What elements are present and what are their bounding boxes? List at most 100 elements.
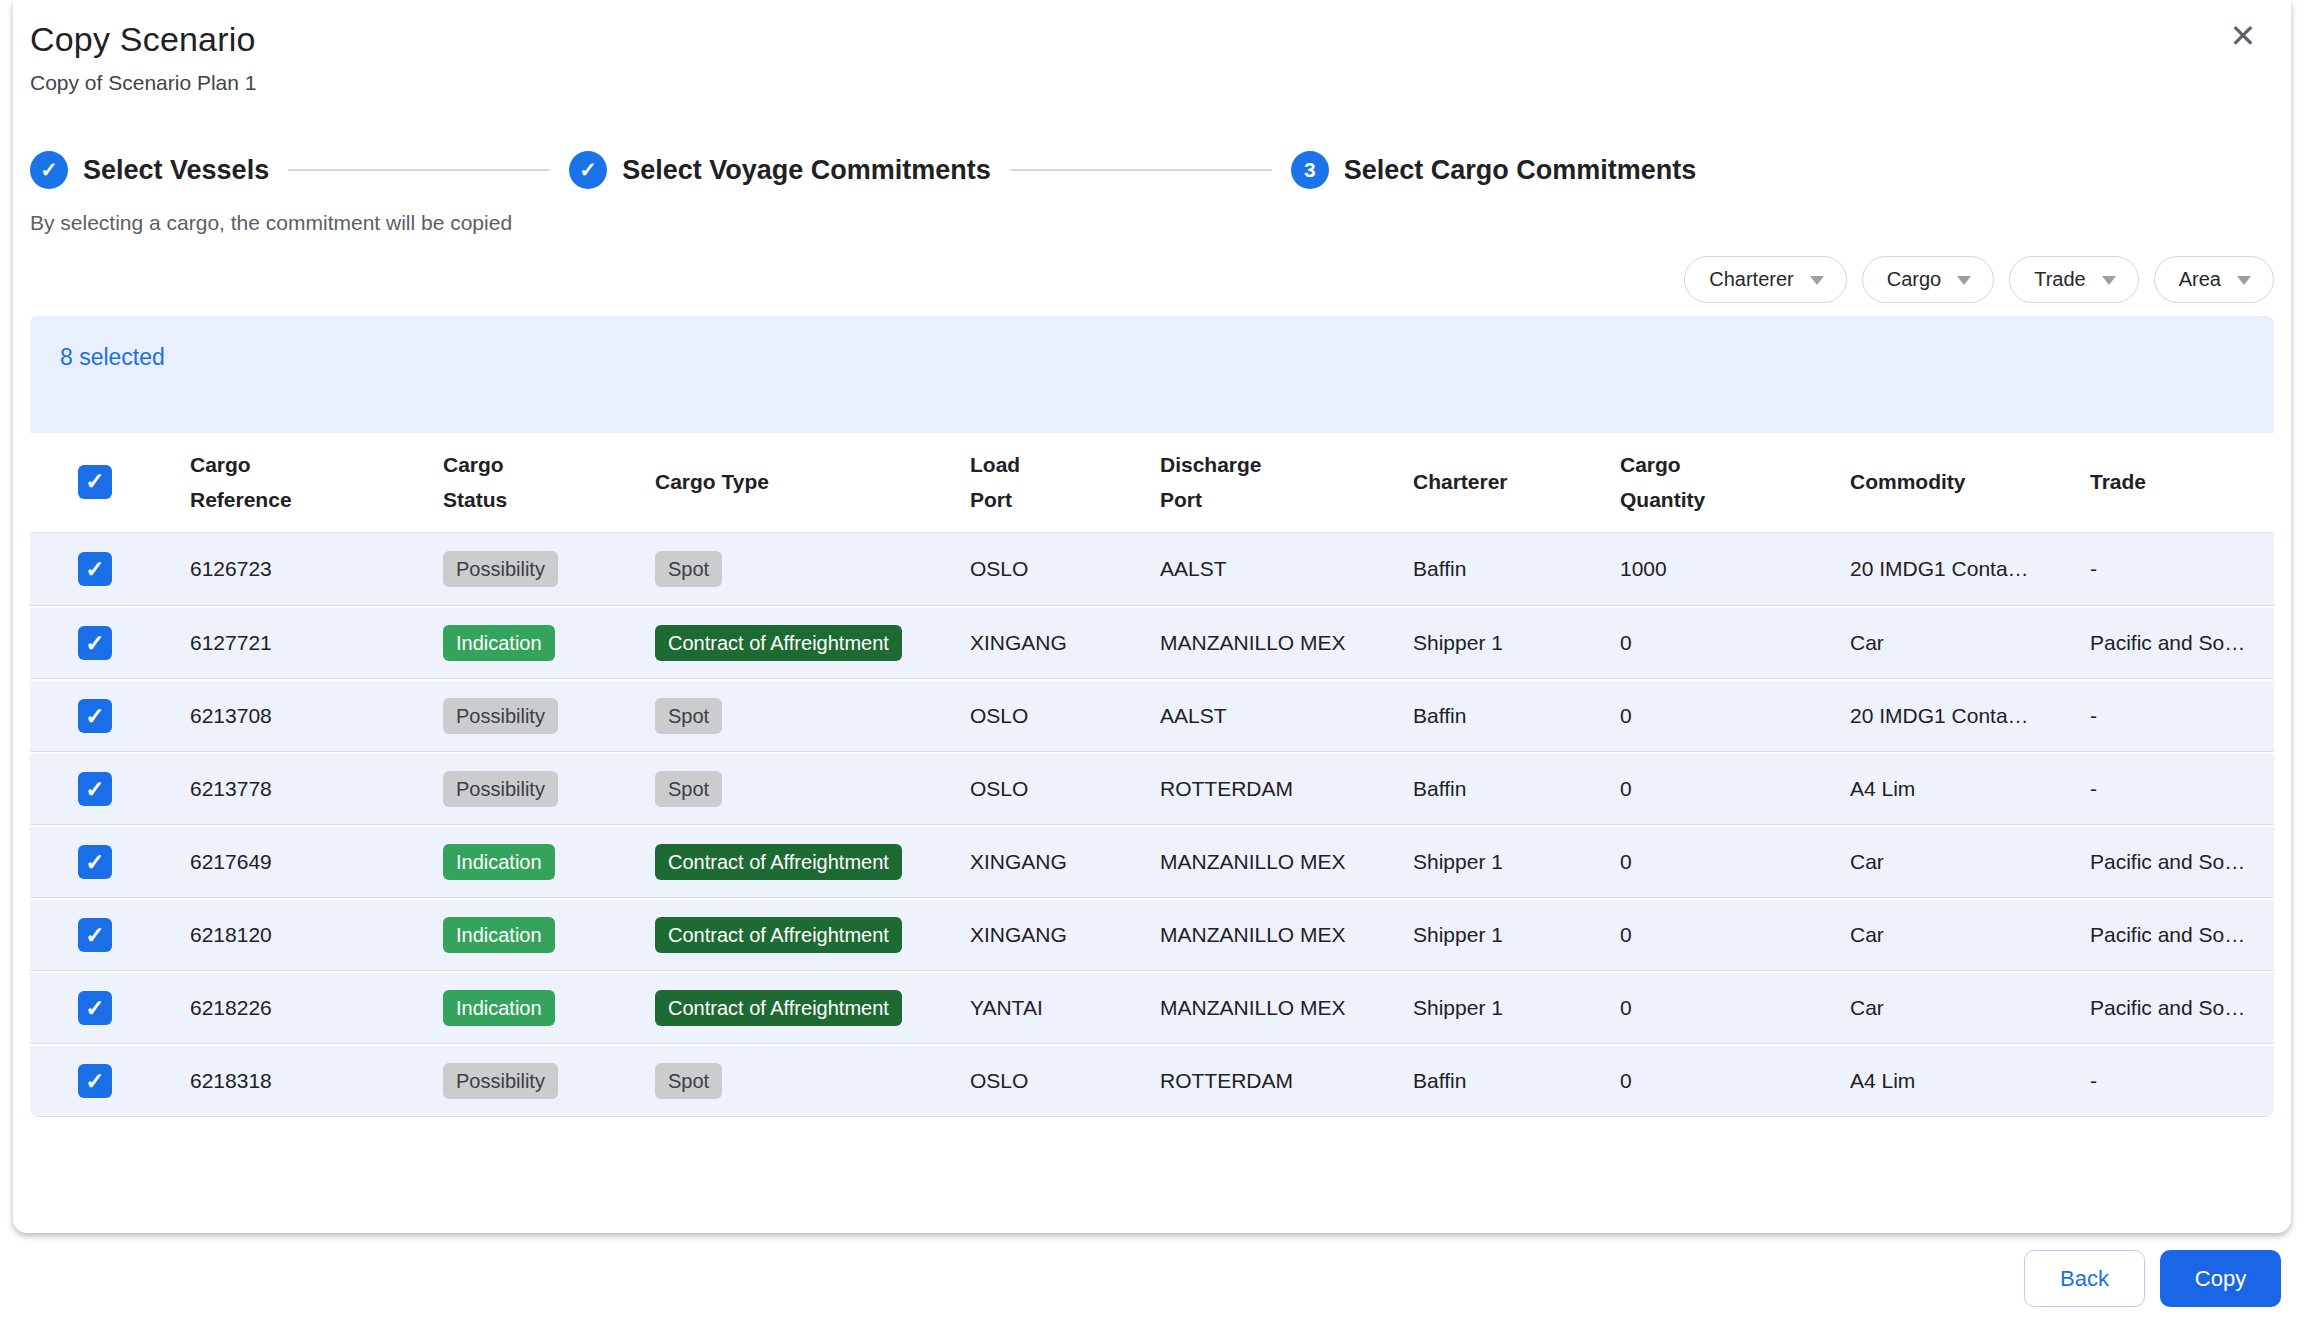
column-header-line: Cargo — [190, 448, 443, 483]
table-row[interactable]: 6126723PossibilitySpotOSLOAALSTBaffin100… — [30, 533, 2274, 606]
row-checkbox[interactable] — [78, 552, 112, 586]
table-row[interactable]: 6218226IndicationContract of Affreightme… — [30, 971, 2274, 1044]
row-checkbox[interactable] — [78, 918, 112, 952]
commodity-cell: 20 IMDG1 Conta… — [1850, 679, 2090, 752]
stepper-step-2[interactable]: ✓Select Voyage Commitments — [569, 151, 991, 189]
discharge-port-cell: MANZANILLO MEX — [1160, 606, 1413, 679]
cargo-type-cell: Contract of Affreightment — [655, 606, 970, 679]
cargo-commitments-table: CargoReferenceCargoStatusCargo TypeLoadP… — [30, 433, 2274, 1117]
cargo-reference-cell: 6218120 — [190, 898, 443, 971]
load-port-cell: OSLO — [970, 679, 1160, 752]
selection-bar: 8 selected — [30, 316, 2274, 433]
column-header-line: Trade — [2090, 465, 2274, 500]
row-checkbox-cell — [30, 679, 190, 752]
cargo-status-cell: Indication — [443, 825, 655, 898]
cargo-status-cell-badge: Indication — [443, 844, 555, 880]
step-label: Select Cargo Commitments — [1344, 155, 1697, 186]
table-row[interactable]: 6217649IndicationContract of Affreightme… — [30, 825, 2274, 898]
column-header: LoadPort — [970, 433, 1160, 533]
load-port-cell: OSLO — [970, 752, 1160, 825]
filter-area[interactable]: Area — [2154, 256, 2274, 303]
load-port-cell: XINGANG — [970, 606, 1160, 679]
table-row[interactable]: 6213778PossibilitySpotOSLOROTTERDAMBaffi… — [30, 752, 2274, 825]
chevron-down-icon — [1957, 276, 1971, 285]
copy-button[interactable]: Copy — [2160, 1250, 2281, 1307]
cargo-status-cell-badge: Possibility — [443, 551, 558, 587]
charterer-cell: Baffin — [1413, 1044, 1620, 1117]
row-checkbox-cell — [30, 606, 190, 679]
discharge-port-cell: MANZANILLO MEX — [1160, 971, 1413, 1044]
column-header: Cargo Type — [655, 433, 970, 533]
column-header-line: Commodity — [1850, 465, 2090, 500]
row-checkbox[interactable] — [78, 772, 112, 806]
footer-actions: Back Copy — [2024, 1250, 2281, 1307]
cargo-reference-cell: 6217649 — [190, 825, 443, 898]
cargo-status-cell-badge: Indication — [443, 917, 555, 953]
cargo-reference-cell: 6218226 — [190, 971, 443, 1044]
filter-label: Charterer — [1709, 268, 1793, 291]
column-header-line: Port — [970, 483, 1160, 518]
column-header-line: Discharge — [1160, 448, 1413, 483]
table-row[interactable]: 6218318PossibilitySpotOSLOROTTERDAMBaffi… — [30, 1044, 2274, 1117]
cargo-type-cell: Contract of Affreightment — [655, 898, 970, 971]
cargo-type-cell: Spot — [655, 1044, 970, 1117]
cargo-status-cell-badge: Possibility — [443, 771, 558, 807]
row-checkbox[interactable] — [78, 626, 112, 660]
column-header: Commodity — [1850, 433, 2090, 533]
row-checkbox[interactable] — [78, 1064, 112, 1098]
commodity-cell: Car — [1850, 825, 2090, 898]
commodity-cell: Car — [1850, 971, 2090, 1044]
stepper-step-3[interactable]: 3Select Cargo Commitments — [1291, 151, 1697, 189]
back-button[interactable]: Back — [2024, 1250, 2145, 1307]
commodity-cell: Car — [1850, 898, 2090, 971]
trade-cell: - — [2090, 1044, 2274, 1117]
dialog-title: Copy Scenario — [30, 20, 2274, 59]
cargo-type-cell-badge: Contract of Affreightment — [655, 625, 902, 661]
load-port-cell: YANTAI — [970, 971, 1160, 1044]
chevron-down-icon — [2237, 276, 2251, 285]
filter-cargo[interactable]: Cargo — [1862, 256, 1994, 303]
charterer-cell: Shipper 1 — [1413, 898, 1620, 971]
dialog-subtitle: Copy of Scenario Plan 1 — [30, 71, 2274, 95]
cargo-type-cell-badge: Contract of Affreightment — [655, 917, 902, 953]
close-button[interactable] — [2221, 14, 2265, 58]
step-label: Select Vessels — [83, 155, 269, 186]
column-header: DischargePort — [1160, 433, 1413, 533]
trade-cell: - — [2090, 533, 2274, 606]
cargo-reference-cell: 6218318 — [190, 1044, 443, 1117]
chevron-down-icon — [1810, 276, 1824, 285]
cargo-quantity-cell: 0 — [1620, 752, 1850, 825]
cargo-type-cell-badge: Spot — [655, 771, 722, 807]
column-header: CargoQuantity — [1620, 433, 1850, 533]
cargo-type-cell: Contract of Affreightment — [655, 971, 970, 1044]
discharge-port-cell: ROTTERDAM — [1160, 1044, 1413, 1117]
charterer-cell: Shipper 1 — [1413, 971, 1620, 1044]
column-header-line: Port — [1160, 483, 1413, 518]
cargo-type-cell-badge: Spot — [655, 1063, 722, 1099]
cargo-status-cell-badge: Possibility — [443, 698, 558, 734]
filter-trade[interactable]: Trade — [2009, 256, 2139, 303]
column-header: CargoStatus — [443, 433, 655, 533]
row-checkbox[interactable] — [78, 991, 112, 1025]
cargo-quantity-cell: 0 — [1620, 825, 1850, 898]
discharge-port-cell: MANZANILLO MEX — [1160, 898, 1413, 971]
cargo-type-cell-badge: Spot — [655, 551, 722, 587]
stepper-step-1[interactable]: ✓Select Vessels — [30, 151, 269, 189]
select-all-checkbox[interactable] — [78, 465, 112, 499]
table-row[interactable]: 6127721IndicationContract of Affreightme… — [30, 606, 2274, 679]
trade-cell: Pacific and So… — [2090, 898, 2274, 971]
filter-charterer[interactable]: Charterer — [1684, 256, 1846, 303]
discharge-port-cell: MANZANILLO MEX — [1160, 825, 1413, 898]
trade-cell: - — [2090, 679, 2274, 752]
table-row[interactable]: 6218120Indication Contract of Affreightme… — [30, 898, 2274, 971]
charterer-cell: Shipper 1 — [1413, 606, 1620, 679]
load-port-cell: OSLO — [970, 1044, 1160, 1117]
row-checkbox[interactable] — [78, 845, 112, 879]
step-label: Select Voyage Commitments — [622, 155, 991, 186]
cargo-quantity-cell: 1000 — [1620, 533, 1850, 606]
table-row[interactable]: 6213708PossibilitySpotOSLOAALSTBaffin020… — [30, 679, 2274, 752]
stepper-helper-text: By selecting a cargo, the commitment wil… — [30, 211, 2274, 235]
cargo-quantity-cell: 0 — [1620, 898, 1850, 971]
row-checkbox[interactable] — [78, 699, 112, 733]
cargo-status-cell-badge: Indication — [443, 625, 555, 661]
